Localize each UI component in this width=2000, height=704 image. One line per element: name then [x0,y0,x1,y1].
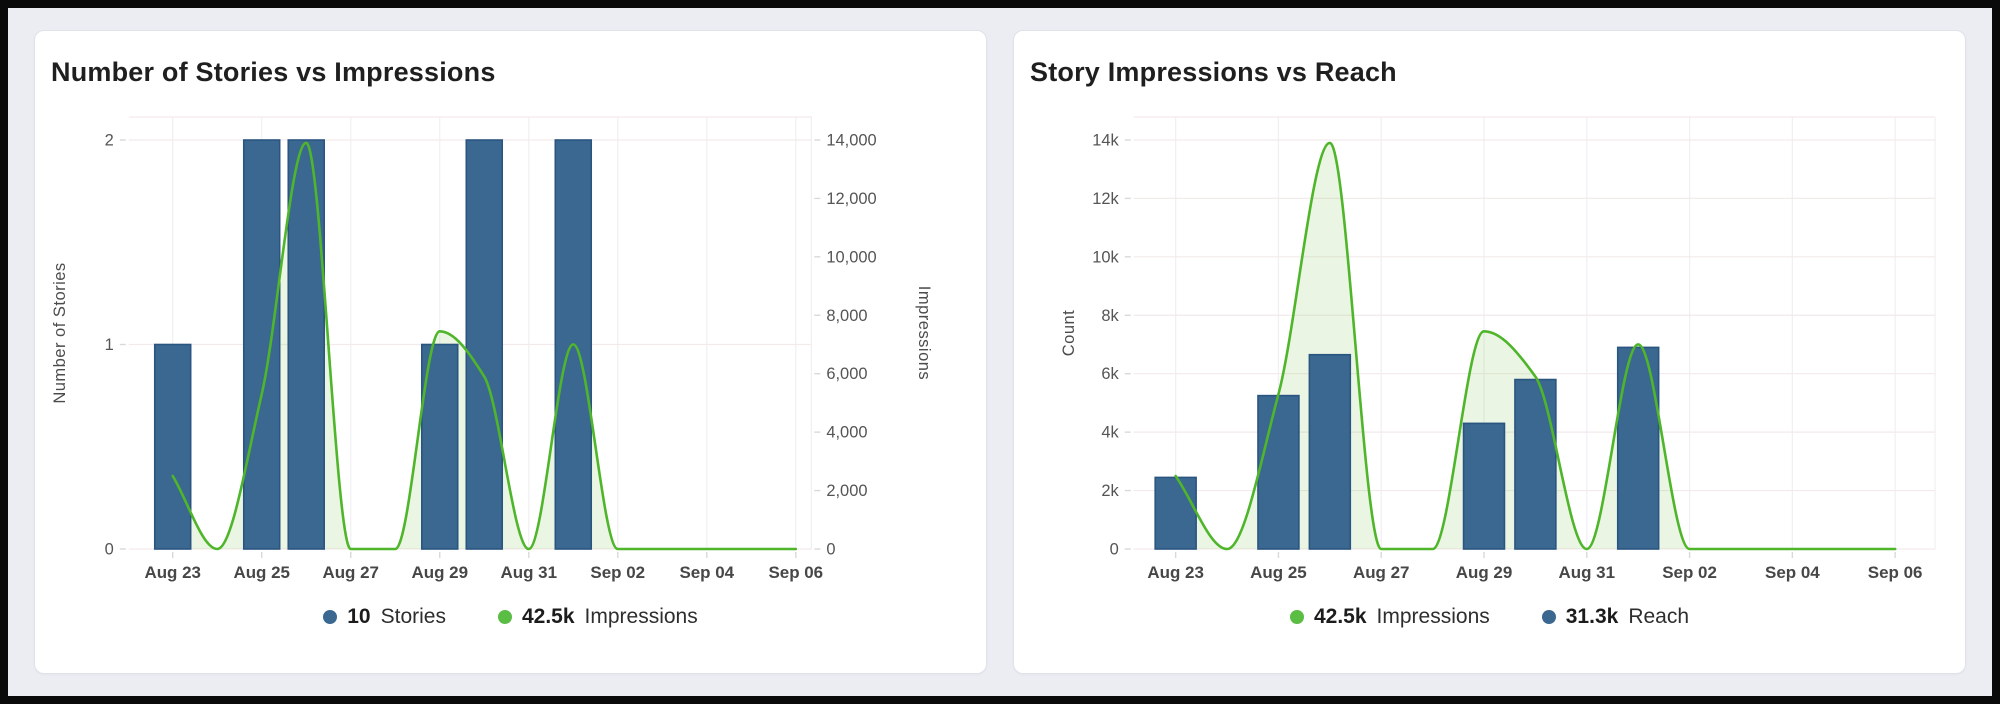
bar-aug-29[interactable] [1462,422,1506,550]
x-axis-tick-label: Sep 02 [590,563,645,582]
legend-label: Stories [380,605,446,628]
y-axis-tick-label: 4k [1101,424,1119,442]
y-axis-tick-label: 14,000 [826,131,876,149]
bars [1154,346,1660,550]
impressions-line[interactable] [171,141,798,551]
bar-aug-26[interactable] [287,139,325,550]
secondary-y-axis-title: Impressions [915,286,933,380]
y-axis-tick-label: 6,000 [826,365,867,383]
legend-item-impressions[interactable]: 42.5k Impressions [1289,605,1490,629]
legend-value: 10 [347,605,371,628]
bar-aug-23[interactable] [1154,476,1197,550]
legend-dot-impressions [497,610,512,624]
legend-stories-vs-impressions: 10 Stories 42.5k Impressions [35,605,986,629]
x-axis-tick-label: Aug 29 [1456,563,1513,582]
x-axis-tick-label: Aug 23 [144,563,201,582]
dashboard-background: Number of Stories vs Impressions 0 1 2 0 2,0… [8,8,1992,696]
stories-vs-impressions-chart: 0 1 2 0 2,000 4,000 6,000 8,000 10,000 12,000 14,0… [51,116,933,582]
y-axis-tick-label: 14k [1092,131,1119,149]
y-axis-tick-label: 0 [1110,540,1119,558]
bar-aug-30[interactable] [465,139,504,550]
chart-title-impressions-vs-reach: Story Impressions vs Reach [1030,57,1397,87]
x-axis-tick-label: Sep 04 [679,563,734,582]
y-axis-tick-label: 0 [826,540,835,558]
bar-aug-30[interactable] [1514,378,1557,550]
card-stories-vs-impressions: Number of Stories vs Impressions 0 1 2 0 2,0… [34,30,987,674]
x-axis-tick-label: Sep 06 [1868,563,1923,582]
legend-dot-reach [1541,610,1556,624]
y-axis-tick-label: 8,000 [826,307,867,325]
legend-item-reach[interactable]: 31.3k Reach [1541,605,1690,629]
y-axis-tick-label: 12,000 [826,190,876,208]
legend-item-impressions[interactable]: 42.5k Impressions [497,605,698,629]
x-axis-tick-label: Aug 31 [501,563,558,582]
x-axis-tick-label: Aug 31 [1559,563,1616,582]
x-axis-tick-label: Aug 27 [322,563,379,582]
legend-label: Impressions [1376,605,1490,628]
legend-value: 42.5k [521,605,575,628]
y-axis-tick-label: 2k [1101,482,1119,500]
y-axis-tick-label: 10k [1092,248,1119,266]
y-axis-tick-label: 4,000 [826,424,867,442]
bar-aug-26[interactable] [1308,353,1352,550]
impressions-line[interactable] [1174,141,1897,551]
y-axis-tick-label: 10,000 [826,248,876,266]
bar-aug-25[interactable] [1257,394,1300,550]
x-axis-tick-label: Sep 04 [1765,563,1820,582]
legend-item-stories[interactable]: 10 Stories [323,605,446,629]
legend-impressions-vs-reach: 42.5k Impressions 31.3k Reach [1014,605,1965,629]
x-axis-tick-label: Aug 27 [1353,563,1410,582]
y-axis-tick-label: 1 [105,336,114,354]
impressions-vs-reach-chart: 0 2k 4k 6k 8k 10k 12k 14k Aug 23 Aug 25 Aug 27 Aug … [1060,116,1936,582]
impressions-area [1175,142,1896,549]
bars [153,139,593,550]
x-axis-tick-label: Sep 06 [768,563,823,582]
legend-dot-impressions [1289,610,1304,624]
y-axis-tick-label: 12k [1092,190,1119,208]
x-axis-tick-label: Sep 02 [1662,563,1717,582]
x-axis-tick-label: Aug 25 [233,563,290,582]
y-axis-tick-label: 2 [105,131,114,149]
legend-value: 42.5k [1313,605,1367,628]
y-axis-tick-label: 2,000 [826,482,867,500]
y-axis-tick-label: 8k [1101,307,1119,325]
x-axis-tick-label: Aug 29 [411,563,468,582]
legend-label: Reach [1628,605,1690,628]
y-axis-title: Count [1060,310,1078,357]
impressions-area [172,142,796,549]
x-axis-tick-label: Aug 23 [1147,563,1204,582]
card-impressions-vs-reach: Story Impressions vs Reach 0 2k 4k 6k 8k 10k 1… [1013,30,1966,674]
legend-label: Impressions [584,605,698,628]
y-axis-title: Number of Stories [51,262,69,403]
legend-value: 31.3k [1565,605,1619,628]
y-axis-tick-label: 0 [105,540,114,558]
y-axis-tick-label: 6k [1101,365,1119,383]
legend-dot-stories [323,610,338,624]
axis-labels: 0 2k 4k 6k 8k 10k 12k 14k Aug 23 Aug 25 Aug 27 Aug … [1092,131,1922,582]
bar-aug-25[interactable] [242,139,281,550]
axis-labels: 0 1 2 0 2,000 4,000 6,000 8,000 10,000 12,000 14,0… [105,131,877,582]
bar-aug-23[interactable] [153,343,192,550]
bar-aug-29[interactable] [420,343,459,550]
chart-title-stories-vs-impressions: Number of Stories vs Impressions [51,57,496,87]
x-axis-tick-label: Aug 25 [1250,563,1307,582]
